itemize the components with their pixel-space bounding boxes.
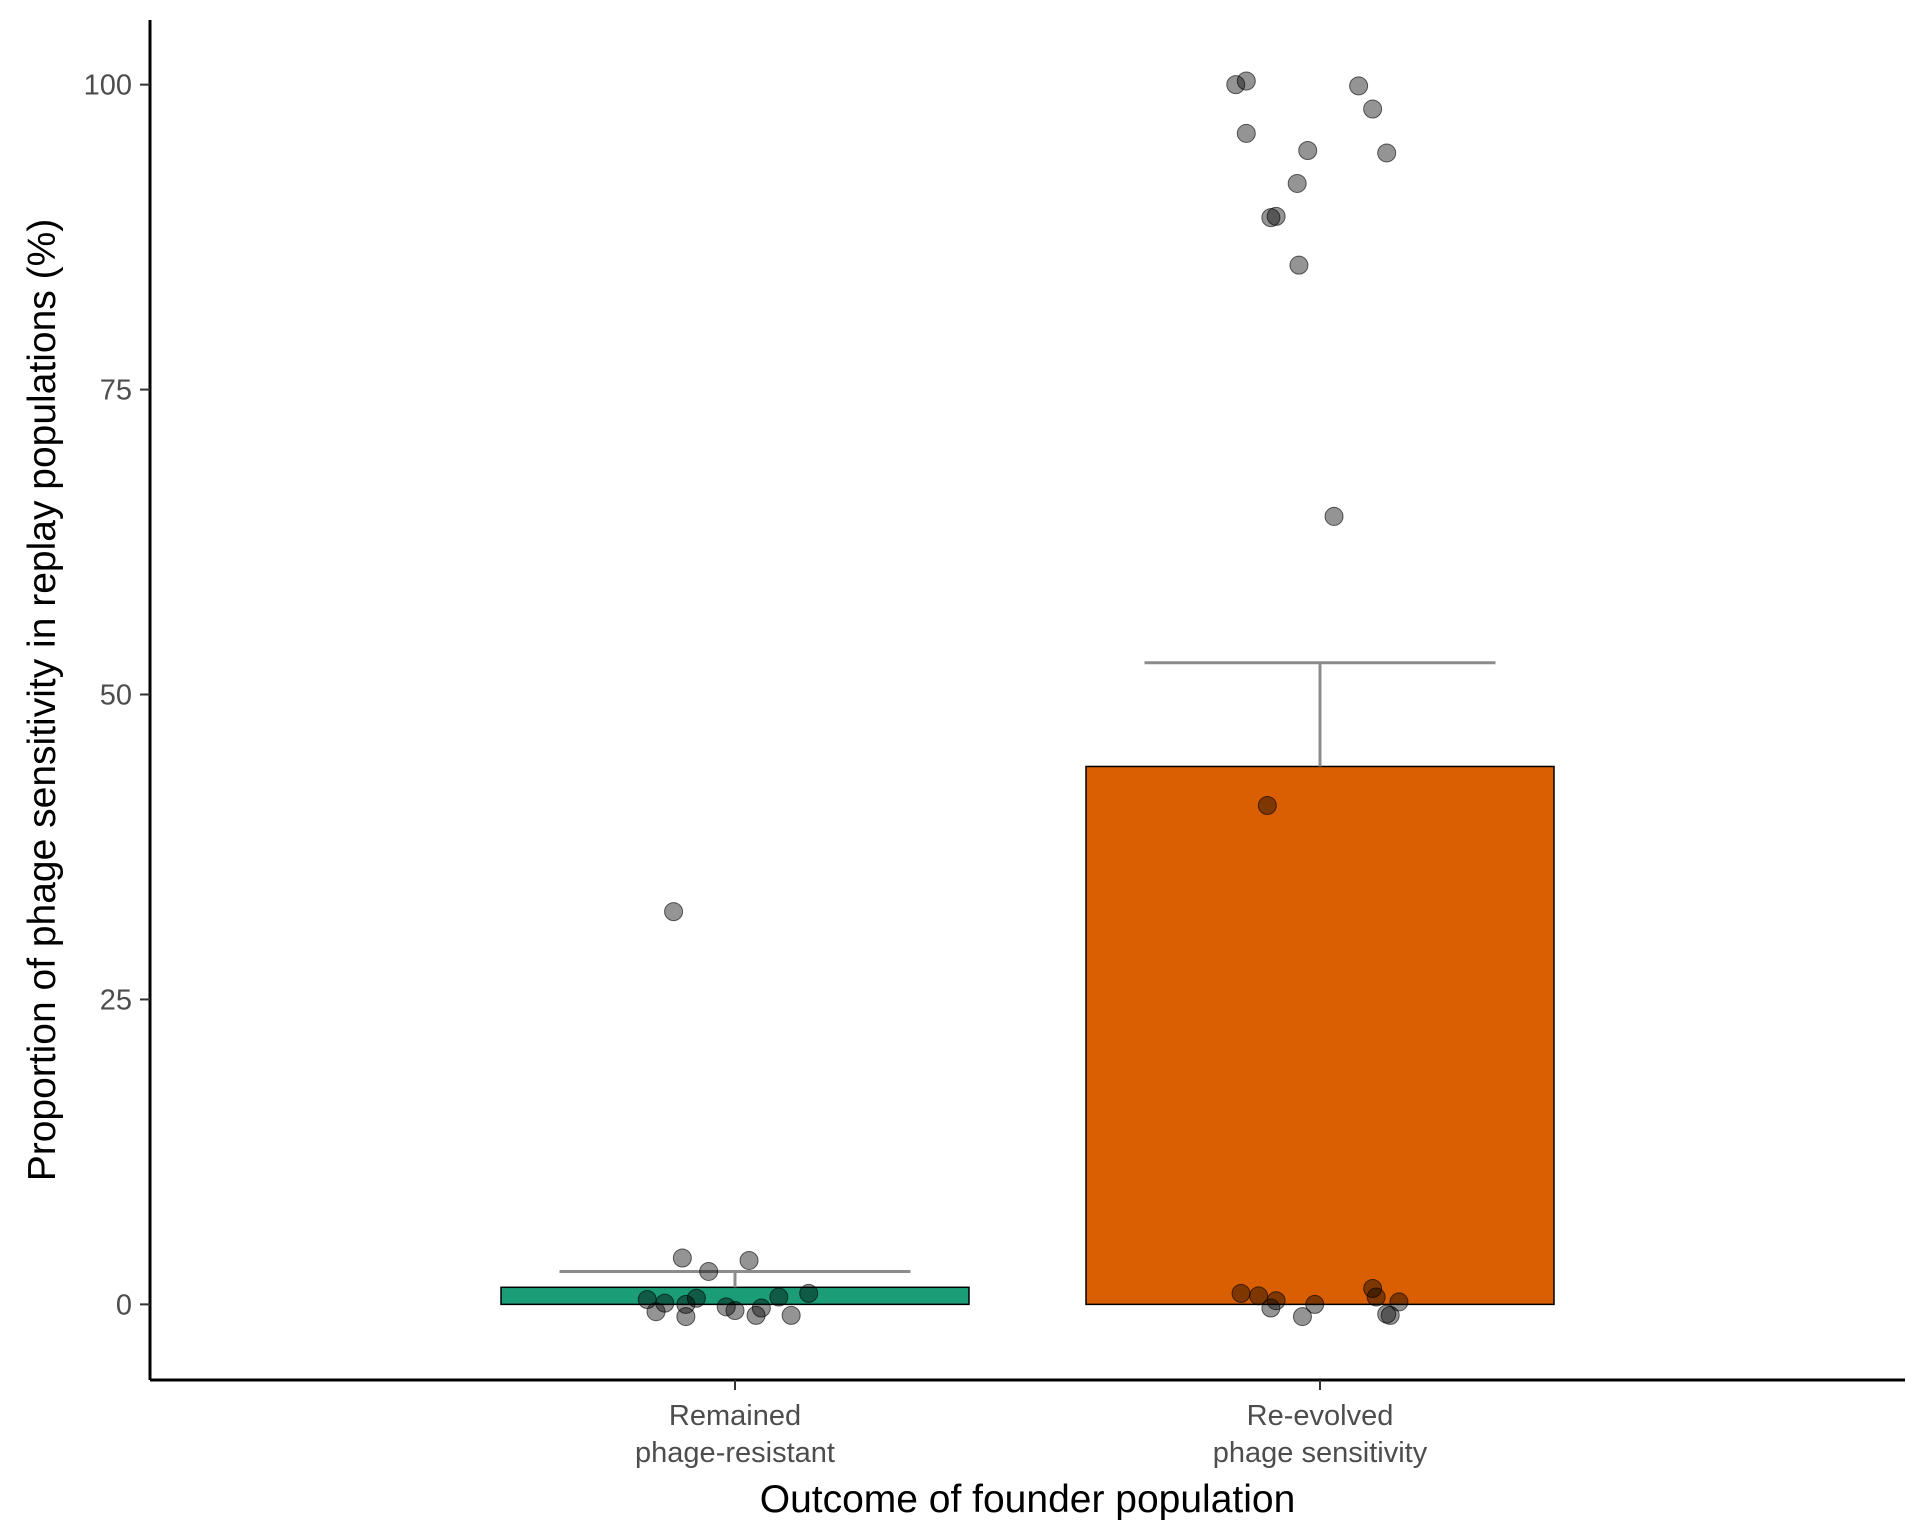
axes-layer	[148, 20, 1905, 1382]
data-point	[672, 1248, 692, 1268]
y-axis-title: Proportion of phage sensitivity in repla…	[21, 219, 64, 1182]
data-point	[1261, 1298, 1281, 1318]
data-point	[699, 1261, 719, 1281]
data-point	[725, 1300, 745, 1320]
data-point	[1257, 796, 1277, 816]
data-points-layer	[637, 71, 1409, 1327]
data-point	[1366, 1287, 1386, 1307]
data-point	[781, 1305, 801, 1325]
data-point	[1349, 76, 1369, 96]
data-point	[1389, 1292, 1409, 1312]
data-point	[1289, 255, 1309, 275]
x-tick-label: Remained phage-resistant	[635, 1400, 835, 1469]
bar-1	[1085, 765, 1555, 1306]
data-point	[1363, 99, 1383, 119]
data-point	[799, 1283, 819, 1303]
data-point	[1226, 75, 1246, 95]
data-point	[746, 1305, 766, 1325]
data-point	[1292, 1307, 1312, 1327]
y-tick-label: 25	[100, 984, 132, 1016]
error-bars-layer	[559, 661, 1496, 1288]
data-point	[664, 902, 684, 922]
y-ticks: 0 25 50 75 100	[84, 70, 150, 1321]
x-axis-title: Outcome of founder population	[760, 1478, 1296, 1521]
data-point	[1231, 1283, 1251, 1303]
y-tick-label: 50	[100, 680, 132, 712]
data-point	[1377, 143, 1397, 163]
y-tick-label: 75	[100, 375, 132, 407]
data-point	[1249, 1286, 1269, 1306]
data-point	[769, 1287, 789, 1307]
x-tick-label: Re-evolved phage sensitivity	[1213, 1400, 1428, 1469]
data-point	[676, 1307, 696, 1327]
data-point	[1236, 123, 1256, 143]
data-point	[1377, 1304, 1397, 1324]
data-point	[646, 1302, 666, 1322]
x-ticks: Remained phage-resistant Re-evolved phage s…	[635, 1380, 1428, 1469]
data-point	[739, 1250, 759, 1270]
data-point	[1324, 506, 1344, 526]
data-point	[686, 1288, 706, 1308]
y-tick-label: 100	[84, 70, 132, 102]
data-point	[1236, 71, 1256, 91]
y-tick-label: 0	[116, 1289, 132, 1321]
data-point	[1266, 206, 1286, 226]
data-point	[1305, 1294, 1325, 1314]
data-point	[1298, 141, 1318, 161]
data-point	[1287, 173, 1307, 193]
bars-layer	[500, 765, 1555, 1306]
